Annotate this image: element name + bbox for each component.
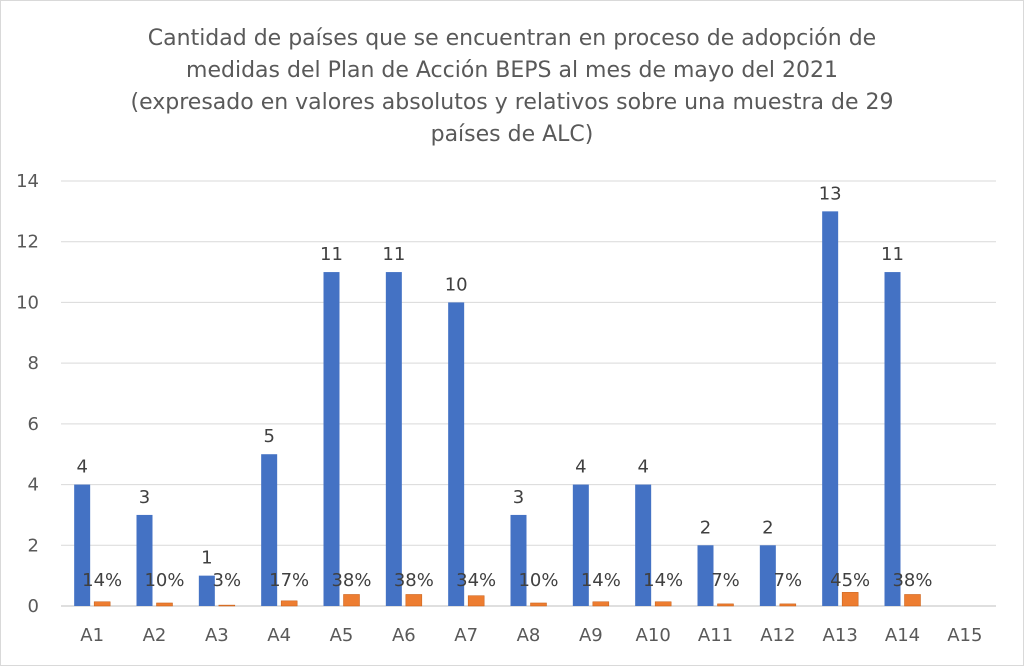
bar-relative	[343, 594, 360, 607]
data-label: 10	[445, 274, 468, 295]
y-tick-label: 8	[28, 353, 39, 374]
bar-relative	[405, 594, 423, 607]
x-tick-label: A5	[330, 625, 354, 646]
bar-relative	[717, 603, 734, 607]
data-label: 7%	[711, 570, 740, 591]
bar-relative	[654, 601, 672, 607]
chart-title-line-1: Cantidad de países que se encuentran en …	[147, 26, 877, 51]
chart-title-line-3: (expresado en valores absolutos y relati…	[130, 90, 894, 115]
y-tick-label: 2	[28, 535, 39, 556]
x-tick-label: A6	[392, 625, 416, 646]
data-label: 38%	[892, 570, 932, 591]
data-label: 11	[382, 244, 405, 265]
data-label: 7%	[774, 570, 803, 591]
data-label: 1	[201, 548, 212, 569]
bar-absolute	[572, 484, 589, 606]
data-label: 17%	[269, 570, 309, 591]
bar-relative	[93, 601, 111, 607]
x-tick-label: A12	[760, 625, 795, 646]
data-label: 3	[139, 487, 150, 508]
bar-absolute	[759, 545, 776, 606]
y-tick-label: 4	[28, 475, 39, 496]
bar-absolute	[261, 454, 278, 606]
data-label: 3%	[213, 570, 242, 591]
x-tick-label: A2	[143, 625, 167, 646]
chart-title-line-4: países de ALC)	[430, 122, 594, 147]
bar-absolute	[198, 575, 215, 606]
bar-relative	[841, 592, 859, 607]
y-tick-label: 14	[16, 171, 39, 192]
data-label: 2	[762, 517, 773, 538]
x-tick-label: A10	[636, 625, 671, 646]
data-label: 34%	[456, 570, 496, 591]
data-label: 10%	[144, 570, 184, 591]
x-tick-label: A7	[454, 625, 478, 646]
bar-absolute	[822, 211, 839, 606]
x-tick-label: A14	[885, 625, 920, 646]
data-label: 14%	[643, 570, 683, 591]
x-tick-label: A3	[205, 625, 229, 646]
bar-relative	[218, 604, 236, 607]
bar-relative	[156, 602, 173, 607]
bar-absolute	[510, 514, 527, 606]
data-label: 10%	[518, 570, 558, 591]
data-label: 3	[513, 487, 524, 508]
bar-relative	[904, 594, 921, 607]
data-label: 14%	[581, 570, 621, 591]
x-tick-label: A1	[80, 625, 104, 646]
y-tick-label: 0	[28, 596, 39, 617]
data-label: 4	[637, 457, 648, 478]
data-label: 13	[819, 183, 842, 204]
bar-relative	[779, 603, 797, 607]
x-tick-label: A11	[698, 625, 733, 646]
data-label: 11	[881, 244, 904, 265]
y-tick-label: 12	[16, 232, 39, 253]
bar-absolute	[884, 272, 901, 606]
bar-relative	[280, 600, 298, 607]
bar-absolute	[74, 484, 91, 606]
bar-absolute	[323, 272, 340, 606]
y-tick-label: 10	[16, 292, 39, 313]
x-tick-label: A8	[517, 625, 541, 646]
bar-relative	[530, 602, 547, 607]
data-label: 45%	[830, 570, 870, 591]
data-label: 4	[575, 457, 586, 478]
bar-relative	[467, 595, 485, 607]
data-label: 4	[76, 457, 87, 478]
data-label: 14%	[82, 570, 122, 591]
bar-absolute	[385, 272, 402, 606]
x-tick-label: A9	[579, 625, 603, 646]
data-label: 38%	[331, 570, 371, 591]
x-tick-label: A15	[947, 625, 982, 646]
data-label: 5	[263, 426, 274, 447]
data-label: 2	[700, 517, 711, 538]
data-label: 11	[320, 244, 343, 265]
bar-absolute	[136, 514, 153, 606]
y-tick-label: 6	[28, 414, 39, 435]
bar-absolute	[697, 545, 714, 606]
x-tick-label: A4	[267, 625, 291, 646]
chart-title: Cantidad de países que se encuentran en …	[1, 23, 1023, 151]
bar-absolute	[635, 484, 652, 606]
chart-title-line-2: medidas del Plan de Acción BEPS al mes d…	[186, 58, 838, 83]
x-tick-label: A13	[823, 625, 858, 646]
bar-absolute	[448, 302, 465, 606]
data-label: 38%	[394, 570, 434, 591]
bar-relative	[592, 601, 610, 607]
